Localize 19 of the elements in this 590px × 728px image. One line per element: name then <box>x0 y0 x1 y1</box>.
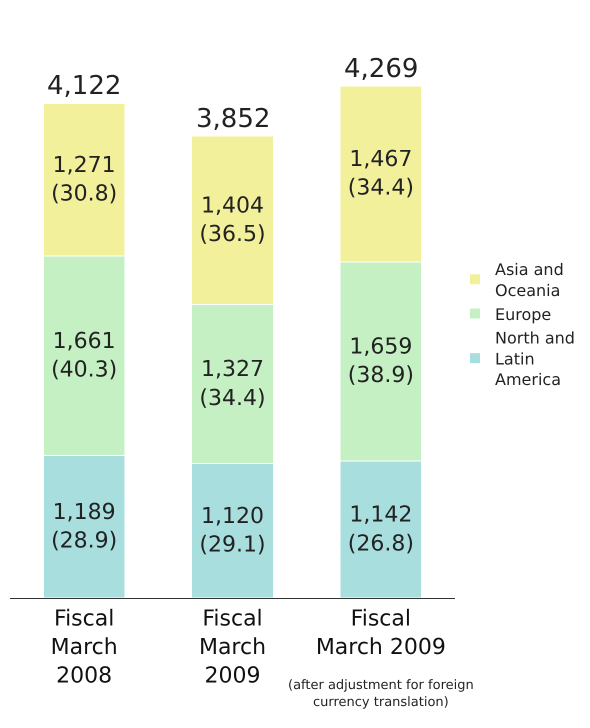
x-tick-label: Fiscal March 2008 <box>50 606 118 689</box>
total-label: 4,122 <box>47 71 122 101</box>
legend-label: Asia and Oceania <box>495 260 564 300</box>
total-label: 3,852 <box>196 104 270 134</box>
x-tick-label: Fiscal March 2009 <box>198 606 266 689</box>
data-label: 1,404 (36.5) <box>199 193 266 247</box>
data-label: 1,661 (40.3) <box>51 328 118 382</box>
data-label: 1,142 (26.8) <box>348 502 414 556</box>
data-label: 1,659 (38.9) <box>348 334 414 388</box>
text: (after adjustment for foreign currency translation) <box>288 678 474 710</box>
data-label: 1,189 (28.9) <box>51 500 118 554</box>
x-tick-label: Fiscal March 2009 <box>316 606 446 660</box>
data-label: 1,271 (30.8) <box>51 152 118 207</box>
total-label: 4,269 <box>344 54 418 84</box>
legend-label: North and Latin America <box>495 328 575 390</box>
data-label: 1,327 (34.4) <box>199 357 266 411</box>
data-label: 1,467 (34.4) <box>348 147 414 201</box>
data-label: 1,120 (29.1) <box>199 504 266 558</box>
legend-label: Europe <box>495 304 552 324</box>
